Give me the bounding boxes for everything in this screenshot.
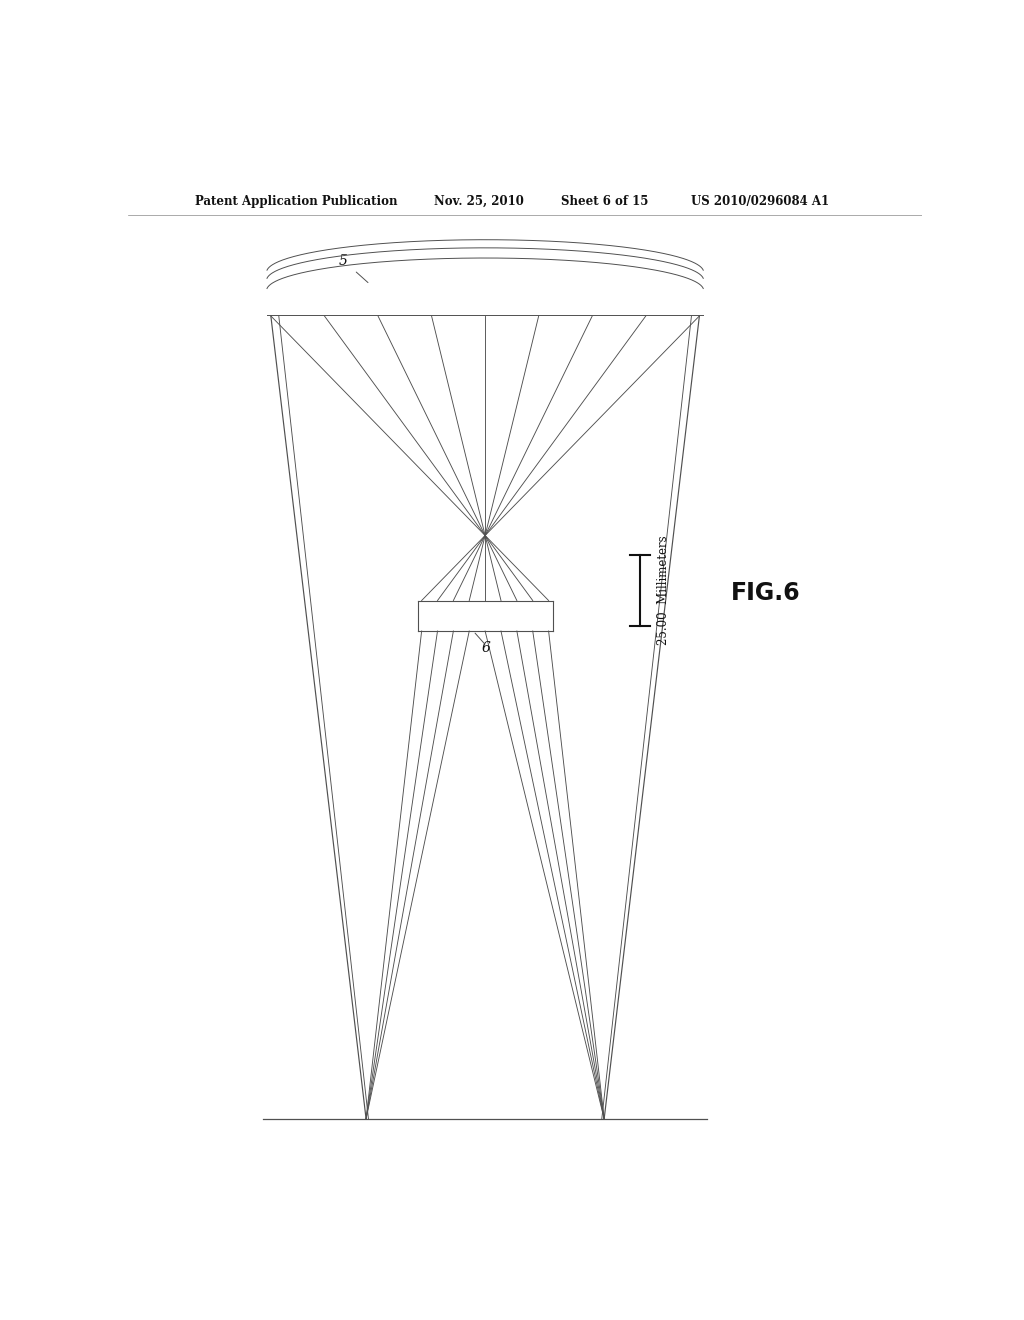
Text: Sheet 6 of 15: Sheet 6 of 15 [560,194,648,207]
Text: Nov. 25, 2010: Nov. 25, 2010 [433,194,523,207]
Text: Patent Application Publication: Patent Application Publication [196,194,398,207]
Text: 5: 5 [338,255,347,268]
Text: FIG.6: FIG.6 [731,581,801,606]
Text: 6: 6 [481,642,490,655]
Text: US 2010/0296084 A1: US 2010/0296084 A1 [691,194,829,207]
Text: 25.00  Millimeters: 25.00 Millimeters [657,536,671,645]
